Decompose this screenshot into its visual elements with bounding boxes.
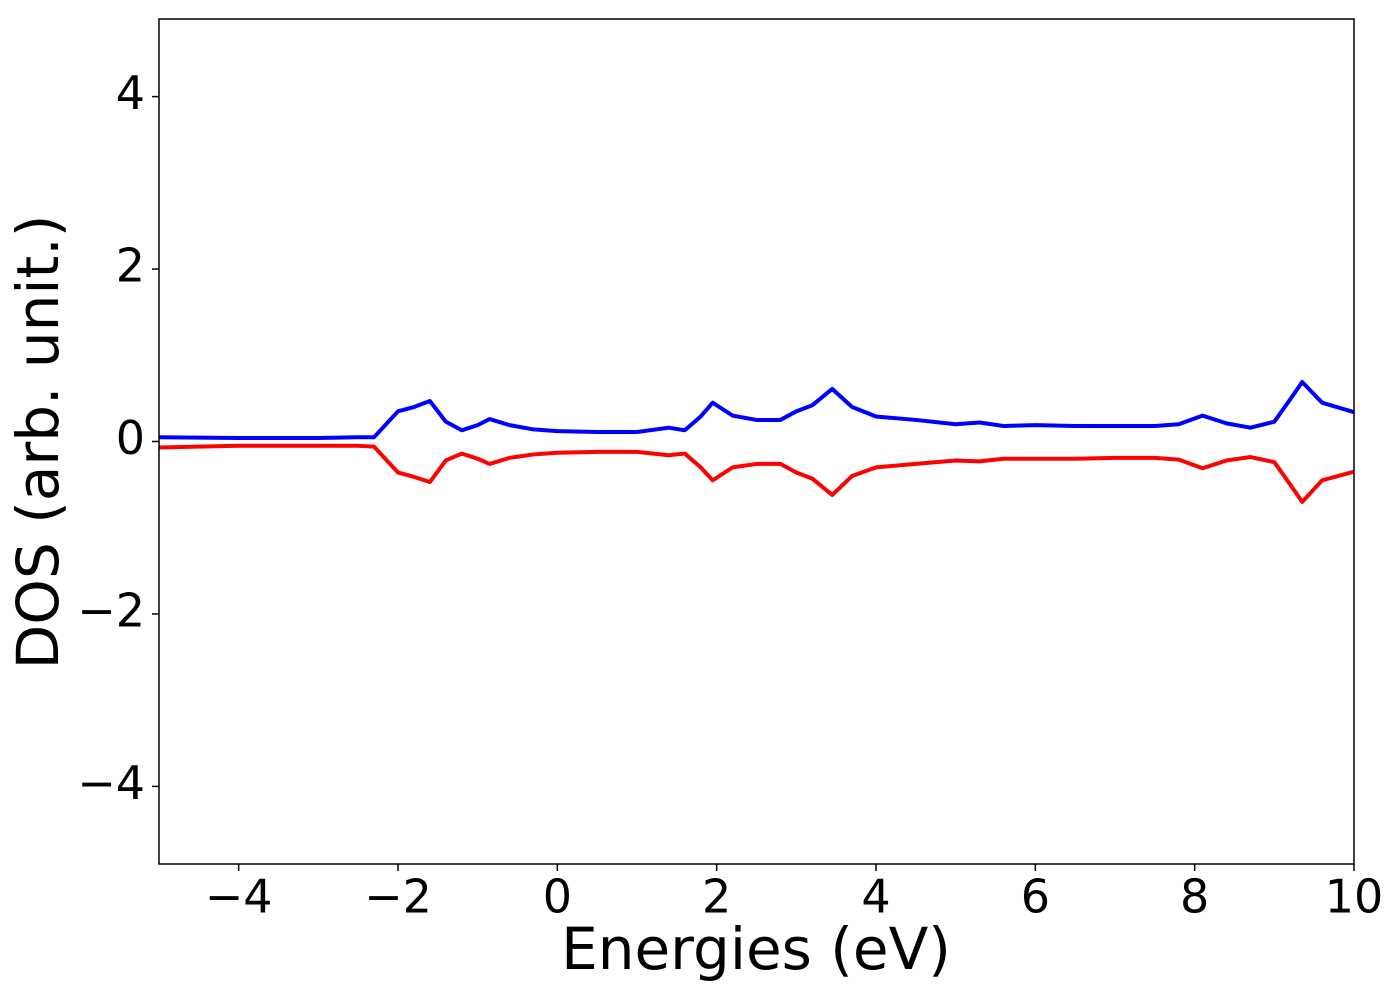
y-tick-label: −4 (77, 756, 145, 810)
x-axis-label: Energies (eV) (561, 915, 951, 983)
x-tick-label: 4 (861, 870, 890, 924)
y-tick-label: 4 (116, 66, 145, 120)
x-tick-label: 0 (543, 870, 572, 924)
y-tick-label: −2 (77, 583, 145, 637)
y-axis-label: DOS (arb. unit.) (4, 215, 72, 670)
plot-frame (158, 18, 1355, 865)
x-tick-label: 2 (702, 870, 731, 924)
y-tick-label: 2 (116, 239, 145, 293)
series-line (158, 443, 1355, 504)
x-tick-label: 6 (1021, 870, 1050, 924)
x-tick-label: −4 (205, 870, 273, 924)
x-tick-label: −2 (364, 870, 432, 924)
x-tick-label: 8 (1180, 870, 1209, 924)
series-line (158, 380, 1355, 441)
y-tick-label: 0 (116, 411, 145, 465)
x-tick-label: 10 (1325, 870, 1384, 924)
